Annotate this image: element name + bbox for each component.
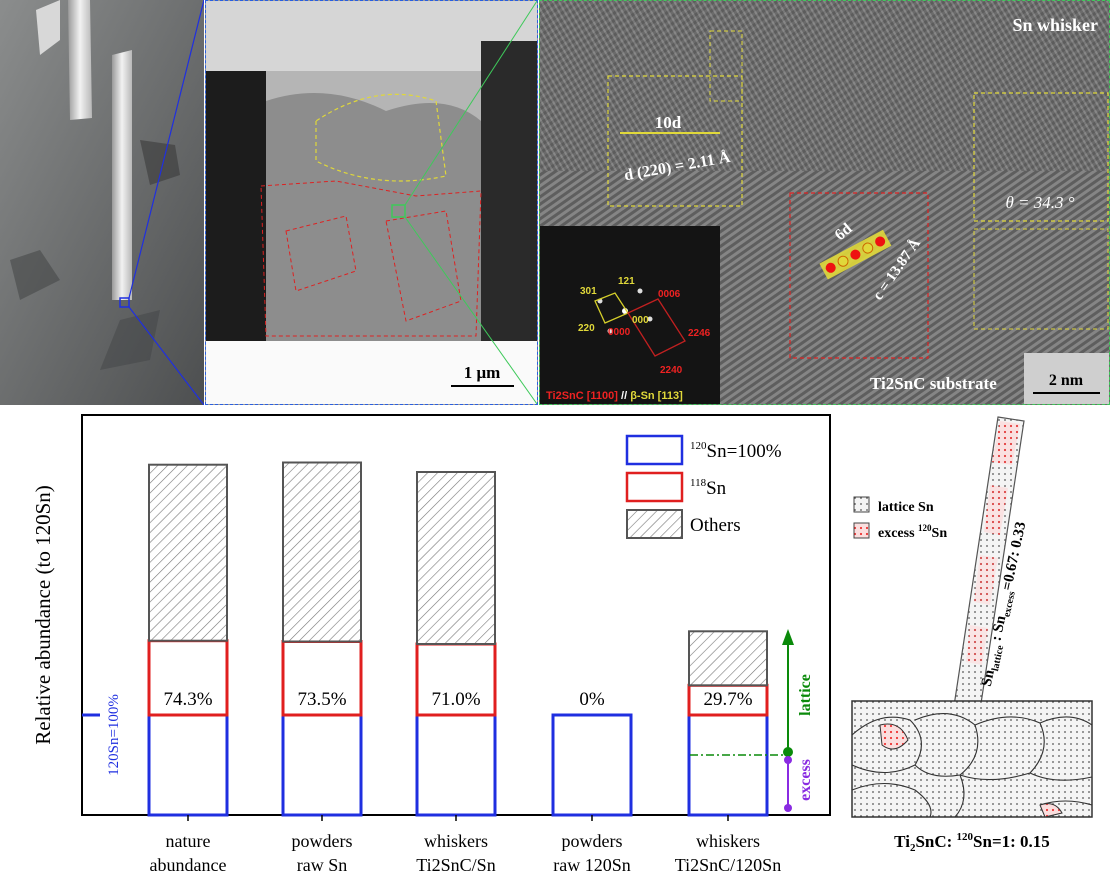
whisker-top xyxy=(68,0,92,120)
legend: 120Sn=100% 118Sn Others xyxy=(625,434,782,539)
hrtem-micrograph: 10d d (220) = 2.11 Å 6d c = 13.87 Å θ = … xyxy=(539,0,1110,405)
category-label-0-line1: nature xyxy=(166,831,211,851)
substrate-label: Ti2SnC substrate xyxy=(870,374,997,393)
baseline-label: 120Sn=100% xyxy=(106,694,122,776)
sem-zoom-box xyxy=(119,297,130,308)
legend-label-2: 118Sn xyxy=(690,477,727,499)
fft-spot-7: 2246 xyxy=(688,328,711,339)
schematic-svg: lattice Sn excess 120Sn Snlattice : Snex… xyxy=(851,416,1093,854)
bar-120sn-0 xyxy=(147,713,229,817)
legend-label-1: 120Sn=100% xyxy=(690,440,782,462)
excess-dot xyxy=(784,756,792,764)
angle-label: θ = 34.3 ° xyxy=(1005,193,1074,212)
data-label-1: 73.5% xyxy=(297,689,346,710)
legend-excess-swatch xyxy=(853,522,870,539)
tem-red-outline xyxy=(260,180,482,337)
hrtem-scale-label: 2 nm xyxy=(1049,372,1084,389)
hrtem-title: Sn whisker xyxy=(1012,15,1098,35)
category-label-3-line1: powders xyxy=(562,831,623,851)
legend-swatch-2 xyxy=(625,471,684,503)
bar-others-4 xyxy=(688,630,768,687)
category-label-4-line1: whiskers xyxy=(696,831,760,851)
fft-spot-6: 0000 xyxy=(608,327,631,338)
fft-spot-4: 220 xyxy=(578,323,595,334)
fft-spot-5: 000 xyxy=(632,315,649,326)
sem-micrograph xyxy=(0,0,204,405)
tem-zoom-box xyxy=(391,204,406,218)
d-count-label: 10d xyxy=(655,113,682,132)
data-label-3: 0% xyxy=(579,689,605,710)
data-label-2: 71.0% xyxy=(431,689,480,710)
lattice-dot xyxy=(783,747,793,757)
tem-right-dark xyxy=(481,41,537,341)
category-label-1-line2: raw Sn xyxy=(297,855,348,875)
legend-lattice-label: lattice Sn xyxy=(878,500,934,515)
tem-image: 1 μm xyxy=(206,1,537,404)
bar-118sn-4 xyxy=(687,683,769,717)
category-label-4-line2: Ti2SnC/120Sn xyxy=(675,855,781,875)
tem-scale-label: 1 μm xyxy=(464,363,501,382)
lattice-arrowhead xyxy=(782,629,794,645)
bar-120sn-3 xyxy=(551,713,633,817)
category-label-2-line2: Ti2SnC/Sn xyxy=(416,855,495,875)
whisker-schematic: lattice Sn excess 120Sn Snlattice : Snex… xyxy=(840,405,1110,886)
substrate-block xyxy=(851,700,1093,818)
excess-label: excess xyxy=(797,759,814,801)
sem-image xyxy=(0,0,204,405)
fft-orientation: Ti2SnC [1100] // β-Sn [113] xyxy=(546,390,683,402)
category-label-2-line1: whiskers xyxy=(424,831,488,851)
bar-120sn-1 xyxy=(281,713,363,817)
bar-120sn-2 xyxy=(415,713,497,817)
tem-left-dark xyxy=(206,71,266,341)
data-label-4: 29.7% xyxy=(703,689,752,710)
fft-spot-3: 0006 xyxy=(658,289,681,300)
legend-swatch-3 xyxy=(626,509,683,539)
bar-120sn-4 xyxy=(687,713,769,817)
whisker-main xyxy=(112,50,132,300)
legend-swatch-1 xyxy=(625,434,684,466)
tem-micrograph: 1 μm xyxy=(205,0,538,405)
category-label-0-line2: abundance xyxy=(150,855,227,875)
legend-label-3: Others xyxy=(690,515,741,536)
tem-yellow-outline xyxy=(315,93,447,182)
hrtem-scale-box xyxy=(1024,353,1109,404)
hrtem-image: 10d d (220) = 2.11 Å 6d c = 13.87 Å θ = … xyxy=(540,1,1109,404)
category-label-1-line1: powders xyxy=(292,831,353,851)
legend-lattice-swatch xyxy=(853,496,870,513)
y-axis-label: Relative abundance (to 120Sn) xyxy=(31,485,55,745)
schematic-footer: Ti2SnC: 120Sn=1: 0.15 xyxy=(894,831,1050,854)
fft-spot-8: 2240 xyxy=(660,365,683,376)
lattice-label: lattice xyxy=(797,674,814,716)
legend-excess-label: excess 120Sn xyxy=(878,523,947,541)
abundance-chart: Relative abundance (to 120Sn) 120Sn=100%… xyxy=(31,414,831,875)
fft-spot-1: 301 xyxy=(580,286,597,297)
bar-118sn-1 xyxy=(281,640,363,717)
fft-spot-2: 121 xyxy=(618,276,635,287)
data-label-0: 74.3% xyxy=(163,689,212,710)
bar-118sn-0 xyxy=(147,639,229,717)
bar-others-1 xyxy=(282,461,362,643)
bar-others-2 xyxy=(416,471,496,645)
bar-others-0 xyxy=(148,463,228,642)
category-label-3-line2: raw 120Sn xyxy=(553,855,631,875)
